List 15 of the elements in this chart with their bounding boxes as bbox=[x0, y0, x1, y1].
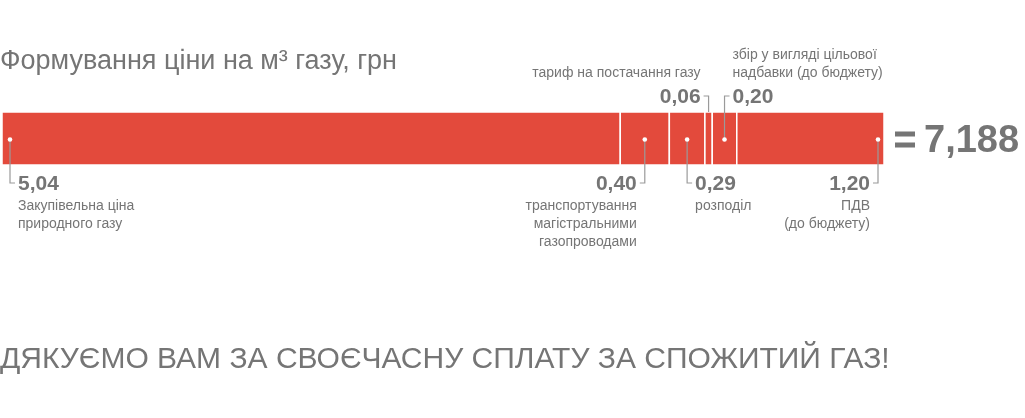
total-label: 7,188 bbox=[924, 118, 1020, 160]
text: транспортування магістральними газопроводами bbox=[525, 197, 637, 249]
data-label: 0,20 bbox=[732, 84, 774, 107]
text: ДЯКУЄМО ВАМ ЗА СВОЄЧАСНУ СПЛАТУ ЗА СПОЖИТИЙ ГАЗ! bbox=[0, 341, 890, 374]
text: тариф на постачання газу bbox=[532, 64, 701, 80]
text: збір у вигляді цільової надбавки (до бюджету) bbox=[732, 46, 883, 80]
data-label: 5,04 bbox=[18, 171, 60, 194]
data-label: 1,20 bbox=[829, 171, 870, 194]
text: Закупівельна ціна природного газу bbox=[18, 197, 135, 231]
data-label: 0,40 bbox=[595, 171, 637, 194]
chart-title: Формування ціни на м³ газу, грн bbox=[0, 45, 397, 75]
data-label: 0,06 bbox=[659, 84, 701, 107]
data-label: 0,29 bbox=[695, 171, 736, 194]
text: ПДВ (до бюджету) bbox=[784, 197, 870, 231]
text: розподіл bbox=[695, 197, 752, 213]
